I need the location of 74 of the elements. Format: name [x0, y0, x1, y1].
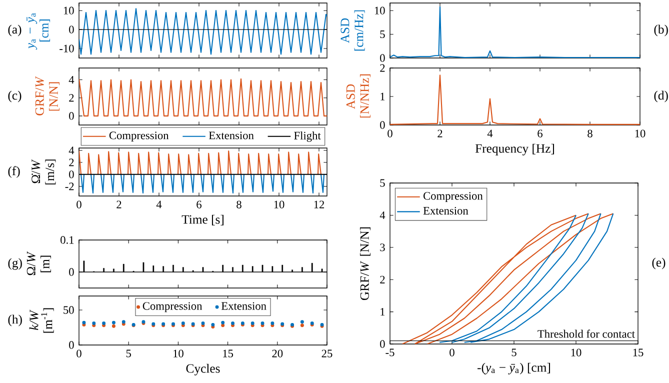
y-tick-label: 0 — [69, 112, 74, 120]
y-tick-label: 0 — [69, 170, 74, 178]
text: (c) — [8, 90, 22, 102]
y-axis-title: ASD [cm/Hz] — [340, 10, 365, 51]
text: (b) — [654, 24, 668, 36]
x-axis-title: Time [s] — [182, 214, 224, 226]
y-tick-label: 2 — [380, 276, 385, 284]
y-axis-title: k/W [m$^{-1}$] — [29, 308, 54, 333]
x-tick-label: 4 — [487, 130, 493, 138]
x-tick-label: 4 — [156, 200, 162, 208]
y-tick-label: 0 — [380, 121, 385, 129]
y-tick-label: 0.1 — [60, 236, 74, 244]
y-tick-label: 1 — [380, 308, 385, 316]
x-tick-label: 8 — [236, 200, 242, 208]
x-tick-label: 10 — [274, 200, 284, 208]
x-tick-label: 6 — [538, 130, 542, 138]
y-tick-label: 2 — [69, 94, 74, 102]
x-tick-label: 25 — [322, 350, 332, 358]
ref-line-label: Threshold for contact — [538, 330, 635, 338]
legend-label: Flight — [294, 131, 321, 142]
y-axis-title: GRF/W [N/N] — [360, 227, 370, 300]
x-tick-label: 12 — [314, 200, 324, 208]
y-tick-label: 0 — [380, 340, 385, 348]
x-tick-label: 2 — [438, 130, 442, 138]
y-tick-label: 5 — [380, 30, 385, 38]
x-tick-label: 10 — [571, 348, 582, 356]
x-tick-label: -5 — [386, 348, 394, 356]
x-tick-label: 0 — [76, 200, 82, 208]
legend-label: Compression — [109, 132, 169, 142]
y-tick-label: 0 — [69, 268, 74, 276]
y-tick-label: -10 — [60, 44, 74, 52]
y-tick-label: 1 — [380, 92, 385, 100]
y-tick-label: -2 — [65, 182, 74, 190]
x-tick-label: 0 — [388, 130, 392, 138]
y-tick-label: 10 — [374, 6, 385, 14]
x-tick-label: 10 — [635, 130, 646, 138]
x-tick-label: 5 — [512, 348, 516, 356]
y-tick-label: 0 — [69, 341, 74, 349]
x-axis-title: Cycles — [186, 364, 220, 376]
x-tick-label: 6 — [196, 200, 202, 208]
y-tick-label: 4 — [68, 76, 74, 84]
y-tick-label: 3 — [380, 244, 385, 252]
legend-label: Compression — [142, 302, 202, 312]
y-tick-label: 2 — [69, 158, 74, 166]
x-axis-title: Frequency [Hz] — [475, 144, 554, 156]
x-tick-label: 20 — [272, 350, 283, 358]
y-tick-label: 4 — [380, 211, 386, 219]
legend-label: Extension — [423, 206, 468, 215]
x-tick-label: 10 — [174, 350, 184, 358]
text: (g) — [8, 258, 22, 270]
x-tick-label: 5 — [126, 350, 131, 358]
text: (f) — [8, 166, 20, 178]
y-tick-label: 2 — [380, 64, 385, 72]
x-tick-label: 2 — [116, 200, 122, 208]
legend-label: Extension — [208, 132, 254, 140]
text: (h) — [8, 314, 22, 326]
legend-label: Compression — [424, 192, 483, 202]
legend-label: Extension — [222, 302, 266, 310]
x-tick-label: 0 — [450, 348, 454, 356]
y-tick-label: 0 — [380, 54, 385, 62]
x-axis-title: -(y$_{a}$ − ȳ$_{a}$) [cm] — [478, 362, 550, 374]
x-tick-label: 0 — [76, 350, 82, 358]
x-tick-label: 15 — [223, 350, 234, 358]
y-tick-label: 10 — [64, 6, 74, 14]
text: (a) — [8, 24, 22, 36]
y-axis-title: ASD [N/NHz] — [346, 74, 370, 118]
y-tick-label: 50 — [64, 306, 74, 314]
x-tick-label: 15 — [633, 348, 644, 356]
text: (d) — [654, 90, 668, 102]
text: (e) — [652, 258, 666, 270]
y-tick-label: 5 — [380, 179, 385, 187]
x-tick-label: 8 — [588, 130, 592, 138]
y-tick-label: 4 — [68, 146, 74, 154]
y-tick-label: 0 — [69, 26, 74, 34]
